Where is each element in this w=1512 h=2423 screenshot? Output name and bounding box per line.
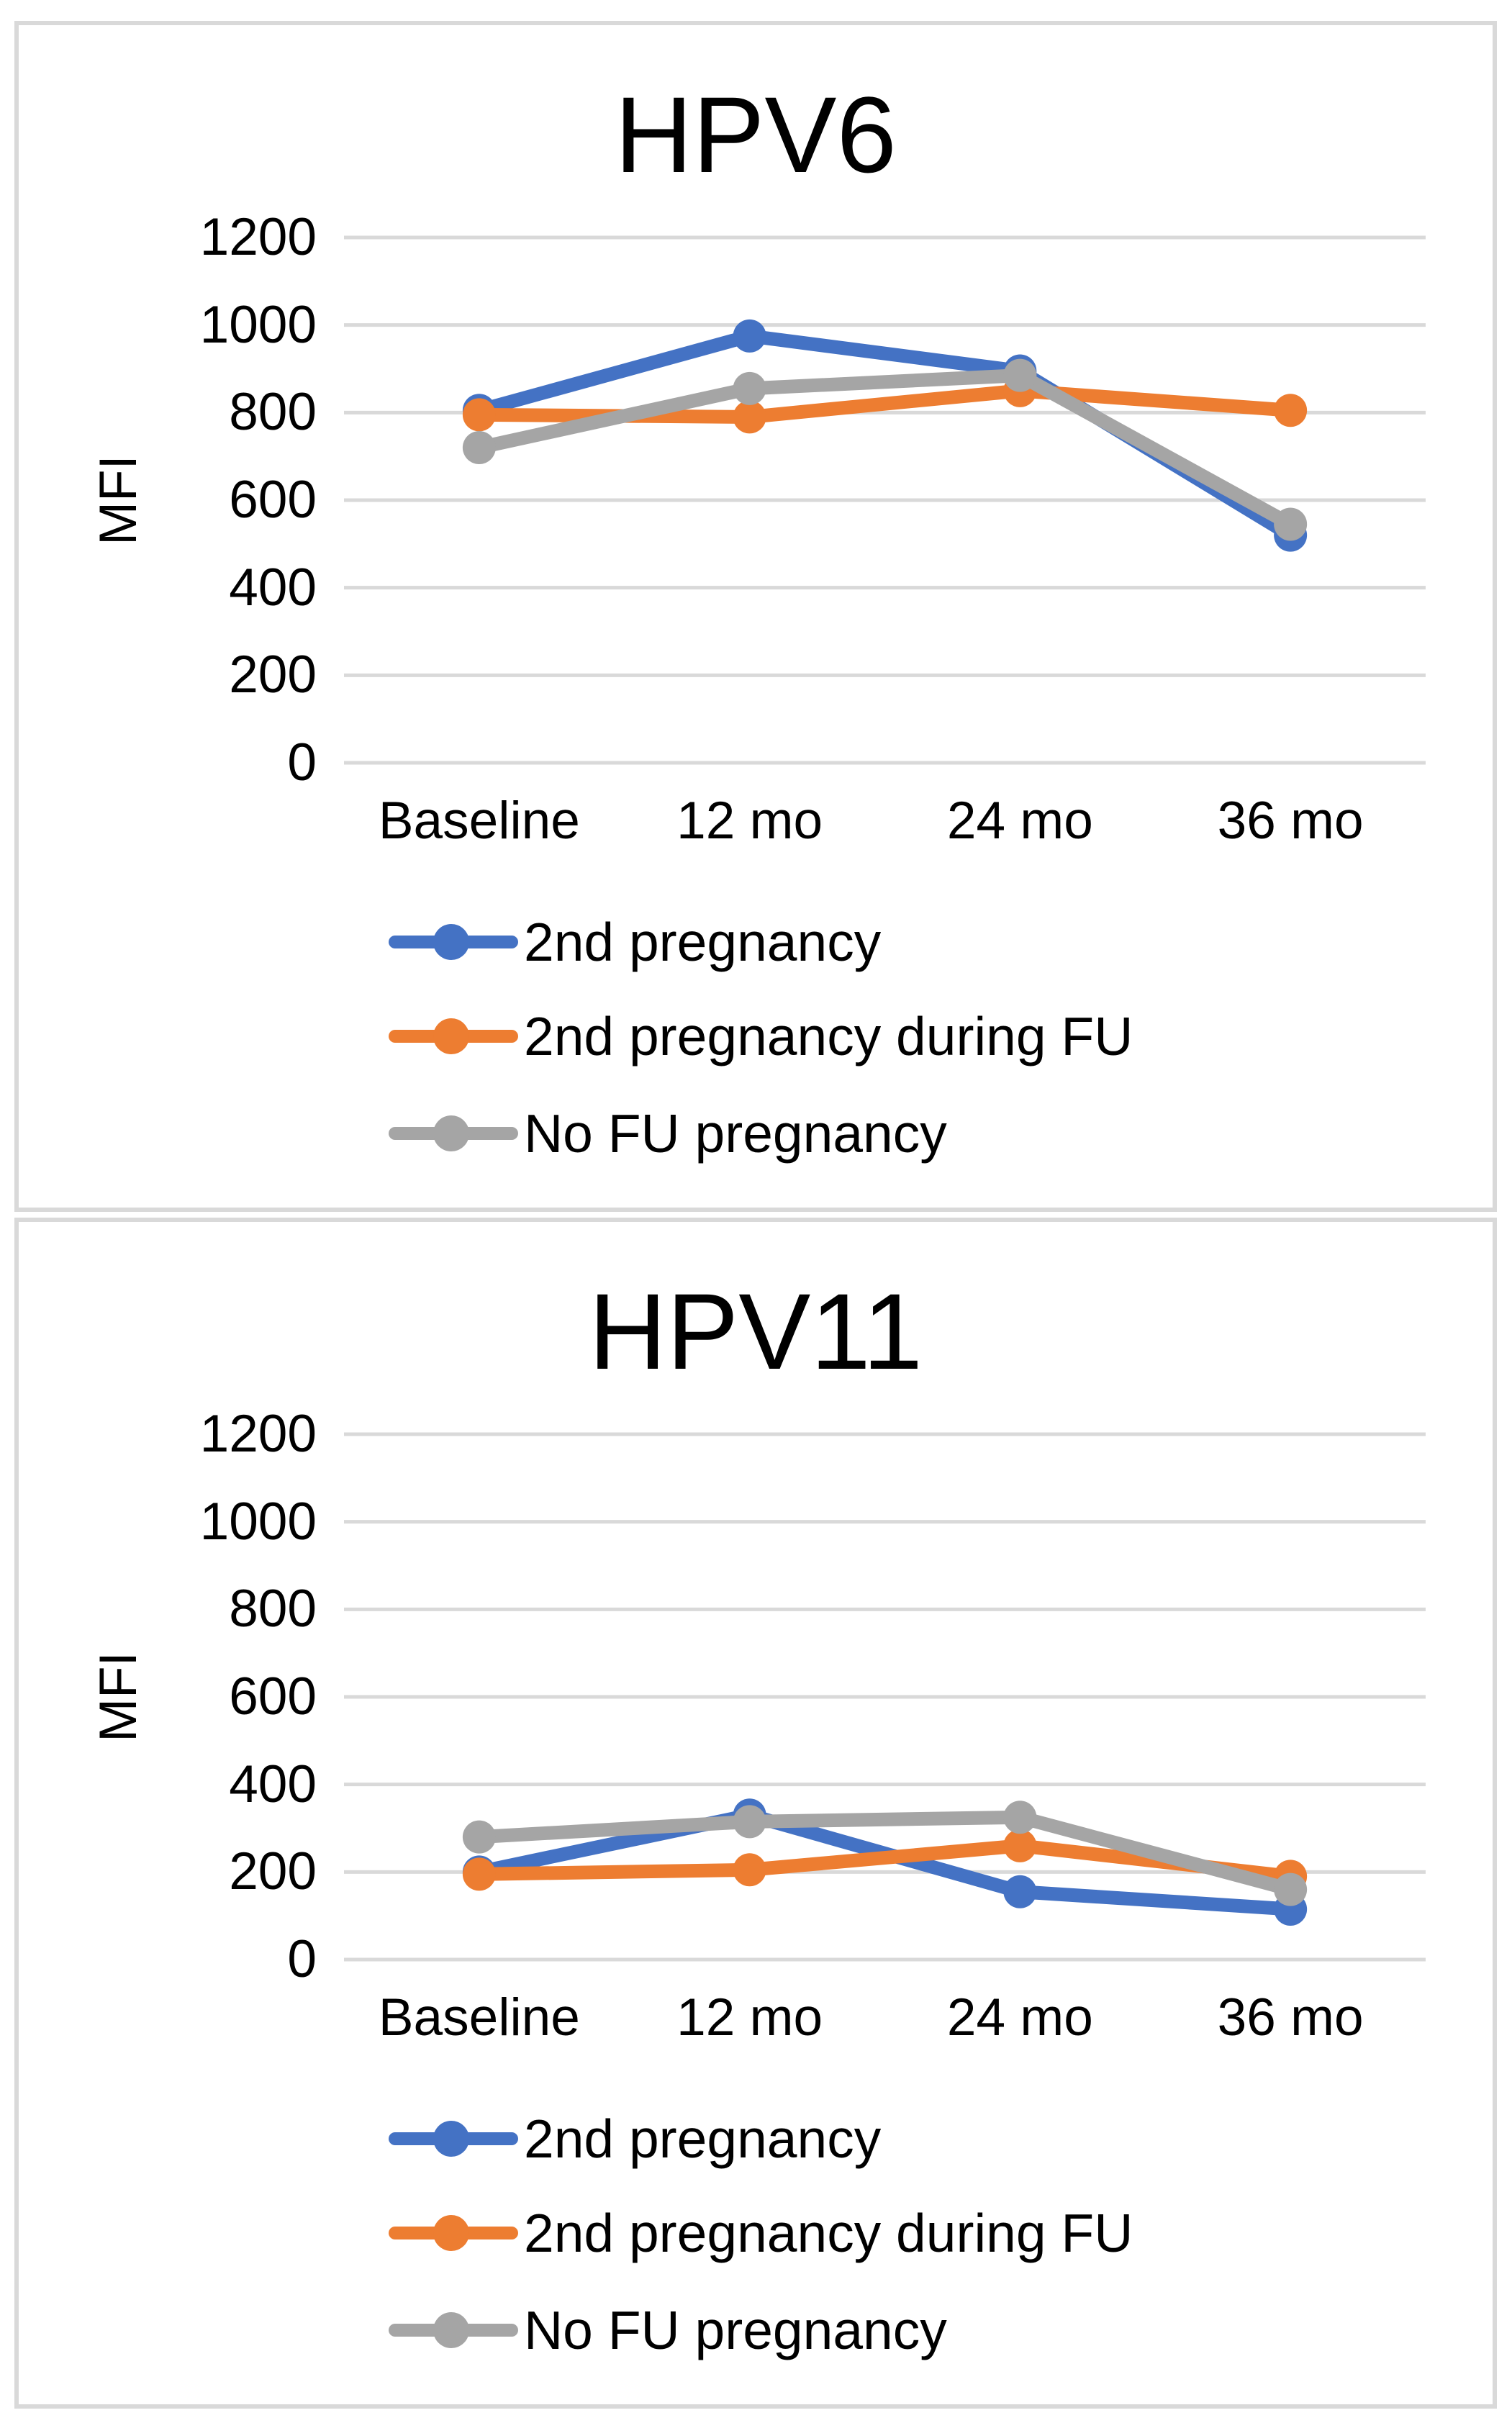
data-point-marker: [1003, 1801, 1037, 1834]
x-axis-label: 12 mo: [676, 1988, 823, 2047]
y-tick-label: 1000: [199, 1492, 317, 1551]
x-axis-label: 12 mo: [676, 792, 823, 850]
y-tick-label: 1200: [199, 208, 317, 266]
y-tick-label: 1200: [199, 1405, 317, 1463]
x-axis-label: 24 mo: [946, 792, 1093, 850]
y-tick-label: 0: [287, 733, 317, 792]
data-point-marker: [733, 1805, 766, 1839]
chart-panel-hpv6: HPV6 MFI 1200 1000 800 600 400 200 0 Baseline 12…: [14, 21, 1497, 1212]
series-line: [477, 368, 1294, 530]
legend-dot-marker-icon: [433, 1115, 469, 1151]
x-axis-label: 36 mo: [1217, 1988, 1364, 2047]
legend-dot-marker-icon: [433, 2121, 469, 2157]
y-tick-label: 800: [229, 383, 317, 442]
y-tick-label: 200: [229, 1842, 317, 1901]
legend-label: 2nd pregnancy: [524, 2109, 882, 2169]
y-tick-label: 600: [229, 471, 317, 529]
legend-dot-marker-icon: [433, 2215, 469, 2251]
legend-dot-marker-icon: [433, 2312, 469, 2348]
y-tick-label: 0: [287, 1930, 317, 1988]
data-point-marker: [1003, 1829, 1037, 1862]
data-point-marker: [733, 1853, 766, 1887]
data-point-marker: [1274, 507, 1308, 541]
data-point-marker: [462, 398, 496, 432]
chart-title: HPV11: [588, 1271, 923, 1392]
x-axis-label: Baseline: [378, 792, 580, 850]
y-tick-label: 600: [229, 1667, 317, 1726]
x-axis-label: 24 mo: [946, 1988, 1093, 2047]
data-point-marker: [733, 371, 766, 405]
line-chart-plot: [344, 235, 1426, 765]
data-point-marker: [462, 1857, 496, 1891]
data-point-marker: [462, 431, 496, 464]
x-axis-label: Baseline: [378, 1988, 580, 2047]
data-point-marker: [1274, 1872, 1308, 1906]
y-tick-label: 800: [229, 1580, 317, 1639]
y-tick-label: 400: [229, 558, 317, 617]
chart-panel-hpv11: HPV11 MFI 1200 1000 800 600 400 200 0 Baseline 1…: [14, 1218, 1497, 2409]
y-tick-label: 400: [229, 1754, 317, 1813]
line-chart-plot: [344, 1432, 1426, 1962]
data-point-marker: [1003, 358, 1037, 392]
x-axis-label: 36 mo: [1217, 792, 1364, 850]
legend-label: No FU pregnancy: [524, 2300, 947, 2360]
legend-dot-marker-icon: [433, 924, 469, 960]
series-line: [477, 329, 1295, 541]
legend-label: 2nd pregnancy during FU: [524, 1006, 1133, 1066]
data-point-marker: [1274, 394, 1308, 427]
legend-label: No FU pregnancy: [524, 1103, 947, 1164]
legend-label: 2nd pregnancy during FU: [524, 2203, 1133, 2263]
data-point-marker: [733, 319, 766, 353]
legend-dot-marker-icon: [433, 1018, 469, 1054]
y-tick-label: 1000: [199, 295, 317, 354]
data-point-marker: [462, 1820, 496, 1854]
legend-label: 2nd pregnancy: [524, 912, 882, 972]
data-point-marker: [1003, 1875, 1037, 1908]
y-tick-label: 200: [229, 646, 317, 705]
series-line: [479, 1810, 1293, 1896]
chart-title: HPV6: [615, 74, 897, 195]
series-line: [479, 1839, 1292, 1883]
data-point-marker: [733, 400, 766, 434]
